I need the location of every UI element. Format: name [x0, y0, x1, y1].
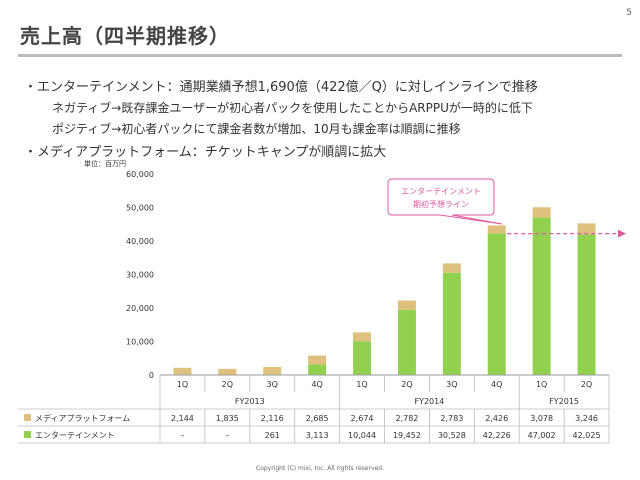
bar-entertainment — [532, 217, 551, 375]
data-label-media-platform: 2,674 — [351, 414, 374, 423]
x-tick-label: 3Q — [267, 380, 278, 389]
bar-media-platform — [263, 367, 282, 375]
unit-label: 単位：百万円 — [84, 159, 126, 168]
page-number: 5 — [626, 8, 632, 18]
data-label-media-platform: 2,144 — [171, 414, 194, 423]
bar-media-platform — [532, 207, 551, 218]
x-tick-label: 3Q — [446, 380, 457, 389]
data-label-media-platform: 2,685 — [306, 414, 329, 423]
bar-media-platform — [577, 223, 596, 235]
legend-swatch-media-platform — [24, 414, 31, 421]
y-tick-label: 10,000 — [126, 338, 154, 347]
data-label-media-platform: 3,246 — [575, 414, 598, 423]
x-tick-label: 1Q — [177, 380, 188, 389]
x-tick-label: 1Q — [536, 380, 547, 389]
fiscal-year-label: FY2015 — [549, 397, 579, 406]
data-label-media-platform: 2,426 — [485, 414, 508, 423]
data-label-entertainment: 3,113 — [306, 431, 329, 440]
data-label-entertainment: 30,528 — [438, 431, 466, 440]
data-label-media-platform: 3,078 — [530, 414, 553, 423]
data-label-entertainment: 42,025 — [573, 431, 601, 440]
y-tick-label: 50,000 — [126, 204, 154, 213]
y-tick-label: 0 — [149, 371, 154, 380]
bar-entertainment — [577, 234, 596, 375]
y-tick-label: 20,000 — [126, 304, 154, 313]
fiscal-year-label: FY2014 — [414, 397, 444, 406]
data-label-media-platform: 2,782 — [395, 414, 418, 423]
data-label-entertainment: 10,044 — [348, 431, 376, 440]
data-label-entertainment: 19,452 — [393, 431, 421, 440]
bar-media-platform — [353, 332, 372, 342]
data-label-media-platform: 2,783 — [440, 414, 463, 423]
bullet-media-platform: ・メディアプラットフォーム：チケットキャンプが順調に拡大 — [24, 145, 387, 160]
legend-media-platform: メディアプラットフォーム — [35, 413, 130, 423]
bar-media-platform — [442, 263, 461, 273]
bar-entertainment — [397, 309, 416, 375]
bar-media-platform — [397, 300, 416, 310]
forecast-callout-box — [387, 178, 503, 225]
x-tick-label: 1Q — [356, 380, 367, 389]
title-divider — [18, 54, 622, 57]
page-title: 売上高（四半期推移） — [20, 24, 230, 48]
legend-swatch-entertainment — [24, 431, 31, 438]
fiscal-year-label: FY2013 — [235, 397, 265, 406]
data-label-media-platform: 1,835 — [216, 414, 239, 423]
forecast-arrowhead — [618, 229, 626, 238]
data-label-media-platform: 2,116 — [261, 414, 284, 423]
bar-media-platform — [308, 355, 327, 365]
bar-entertainment — [353, 341, 372, 375]
data-label-entertainment: 47,002 — [528, 431, 556, 440]
data-label-entertainment: 42,226 — [483, 431, 511, 440]
bar-entertainment — [308, 364, 327, 375]
x-tick-label: 2Q — [581, 380, 592, 389]
bullet-list: ・エンターテインメント：通期業績予想1,690億（422億／Q）に対しインライン… — [24, 76, 624, 160]
bar-media-platform — [487, 225, 506, 234]
y-tick-label: 60,000 — [126, 170, 154, 179]
y-tick-label: 30,000 — [126, 271, 154, 280]
forecast-callout-line1: エンターテインメント — [401, 187, 481, 196]
bar-media-platform — [218, 368, 237, 375]
bar-entertainment — [487, 233, 506, 375]
x-tick-label: 2Q — [222, 380, 233, 389]
bullet-entertainment: ・エンターテインメント：通期業績予想1,690億（422億／Q）に対しインライン… — [24, 80, 538, 95]
bullet-positive: ポジティブ→初心者パックにて課金者数が増加、10月も課金率は順調に推移 — [52, 122, 461, 136]
bar-entertainment — [442, 272, 461, 375]
y-tick-label: 40,000 — [126, 237, 154, 246]
bullet-negative: ネガティブ→既存課金ユーザーが初心者パックを使用したことからARPPUが一時的に… — [52, 101, 533, 115]
legend-entertainment: エンターテインメント — [35, 431, 115, 440]
copyright-footer: Copyright (C) mixi, Inc. All rights rese… — [256, 465, 384, 472]
x-tick-label: 4Q — [311, 380, 322, 389]
x-tick-label: 2Q — [401, 380, 412, 389]
data-label-entertainment: 261 — [265, 431, 280, 440]
bar-media-platform — [173, 367, 192, 375]
data-label-entertainment: – — [225, 431, 229, 440]
data-label-entertainment: – — [180, 431, 184, 440]
forecast-callout-line2: 期初予想ライン — [413, 199, 469, 209]
x-tick-label: 4Q — [491, 380, 502, 389]
